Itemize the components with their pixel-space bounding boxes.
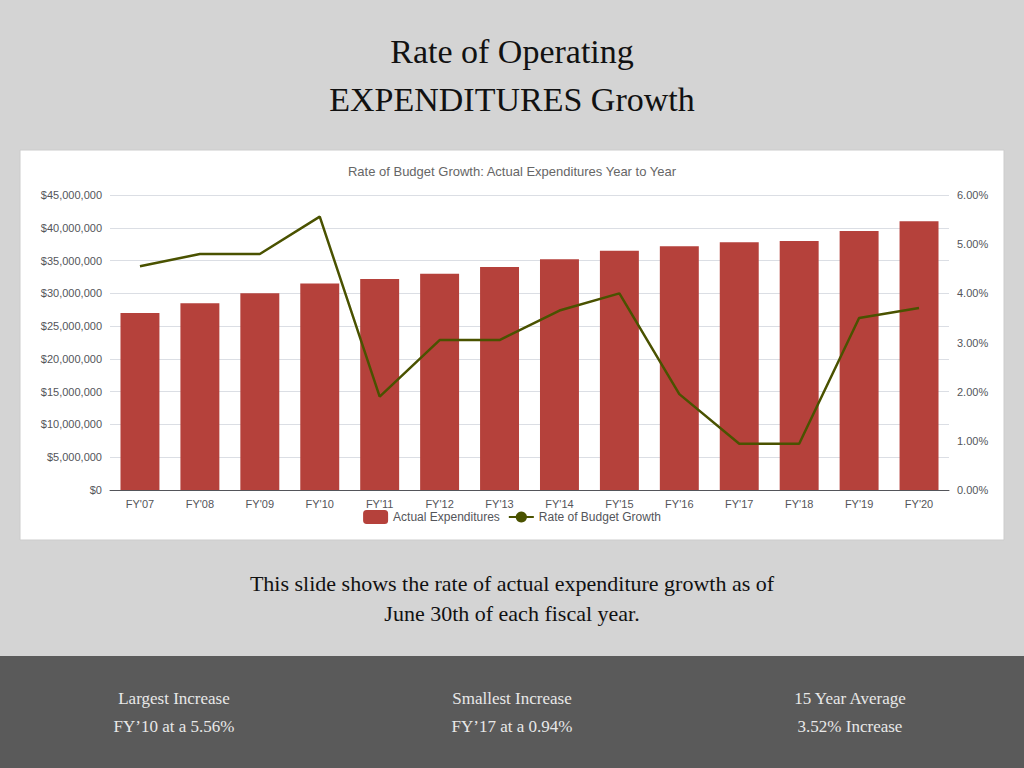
svg-text:FY’10 at a 5.56%: FY’10 at a 5.56% <box>114 717 235 736</box>
svg-text:FY'20: FY'20 <box>905 498 933 510</box>
svg-text:$25,000,000: $25,000,000 <box>41 320 102 332</box>
svg-text:$30,000,000: $30,000,000 <box>41 287 102 299</box>
svg-text:EXPENDITURES Growth: EXPENDITURES Growth <box>329 81 694 118</box>
svg-text:FY'18: FY'18 <box>785 498 813 510</box>
svg-text:This slide shows the rate of a: This slide shows the rate of actual expe… <box>250 571 775 596</box>
svg-text:$0: $0 <box>90 484 102 496</box>
svg-text:FY'09: FY'09 <box>246 498 274 510</box>
svg-text:FY'19: FY'19 <box>845 498 873 510</box>
svg-text:15 Year Average: 15 Year Average <box>794 689 906 708</box>
svg-text:Largest Increase: Largest Increase <box>118 689 230 708</box>
svg-text:3.52% Increase: 3.52% Increase <box>798 717 903 736</box>
svg-text:FY'14: FY'14 <box>545 498 573 510</box>
svg-text:FY'15: FY'15 <box>605 498 633 510</box>
svg-text:Rate of Budget Growth: Rate of Budget Growth <box>539 510 661 524</box>
svg-text:$35,000,000: $35,000,000 <box>41 255 102 267</box>
svg-text:2.00%: 2.00% <box>957 386 988 398</box>
svg-text:Rate of Operating: Rate of Operating <box>390 33 634 70</box>
svg-text:Smallest Increase: Smallest Increase <box>452 689 571 708</box>
svg-text:FY’17 at a 0.94%: FY’17 at a 0.94% <box>452 717 573 736</box>
svg-text:FY'17: FY'17 <box>725 498 753 510</box>
svg-text:Actual Expenditures: Actual Expenditures <box>393 510 500 524</box>
svg-text:4.00%: 4.00% <box>957 287 988 299</box>
svg-text:$5,000,000: $5,000,000 <box>47 451 102 463</box>
svg-text:FY'08: FY'08 <box>186 498 214 510</box>
svg-text:FY'13: FY'13 <box>485 498 513 510</box>
svg-text:FY'16: FY'16 <box>665 498 693 510</box>
svg-text:June 30th of each fiscal year.: June 30th of each fiscal year. <box>384 601 639 626</box>
svg-text:5.00%: 5.00% <box>957 238 988 250</box>
svg-text:$40,000,000: $40,000,000 <box>41 222 102 234</box>
svg-text:FY'11: FY'11 <box>366 498 394 510</box>
svg-text:6.00%: 6.00% <box>957 189 988 201</box>
svg-text:$15,000,000: $15,000,000 <box>41 386 102 398</box>
svg-text:FY'10: FY'10 <box>306 498 334 510</box>
svg-text:$20,000,000: $20,000,000 <box>41 353 102 365</box>
svg-text:$10,000,000: $10,000,000 <box>41 418 102 430</box>
svg-text:FY'07: FY'07 <box>126 498 154 510</box>
svg-text:$45,000,000: $45,000,000 <box>41 189 102 201</box>
svg-text:Rate of Budget Growth: Actual: Rate of Budget Growth: Actual Expenditur… <box>348 164 677 179</box>
svg-text:FY'12: FY'12 <box>425 498 453 510</box>
svg-text:0.00%: 0.00% <box>957 484 988 496</box>
svg-text:3.00%: 3.00% <box>957 337 988 349</box>
svg-text:1.00%: 1.00% <box>957 435 988 447</box>
